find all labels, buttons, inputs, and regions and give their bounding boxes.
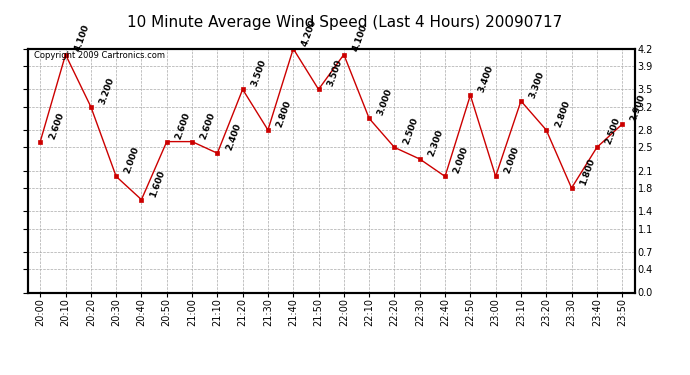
Text: 2.900: 2.900 <box>629 93 647 123</box>
Text: 2.600: 2.600 <box>199 111 217 140</box>
Text: 1.600: 1.600 <box>148 169 166 198</box>
Text: 3.000: 3.000 <box>376 88 394 117</box>
Text: 2.000: 2.000 <box>502 146 521 175</box>
Text: 3.400: 3.400 <box>477 64 495 94</box>
Text: 3.200: 3.200 <box>98 76 116 105</box>
Text: 2.600: 2.600 <box>47 111 66 140</box>
Text: 4.100: 4.100 <box>351 24 369 53</box>
Text: 3.500: 3.500 <box>250 58 268 88</box>
Text: 4.200: 4.200 <box>300 18 318 47</box>
Text: 3.300: 3.300 <box>528 70 546 100</box>
Text: 2.500: 2.500 <box>604 117 622 146</box>
Text: 10 Minute Average Wind Speed (Last 4 Hours) 20090717: 10 Minute Average Wind Speed (Last 4 Hou… <box>128 15 562 30</box>
Text: Copyright 2009 Cartronics.com: Copyright 2009 Cartronics.com <box>34 51 165 60</box>
Text: 2.800: 2.800 <box>553 99 571 129</box>
Text: 1.800: 1.800 <box>578 157 597 187</box>
Text: 3.500: 3.500 <box>326 58 344 88</box>
Text: 2.500: 2.500 <box>402 117 420 146</box>
Text: 4.100: 4.100 <box>72 24 90 53</box>
Text: 2.000: 2.000 <box>452 146 470 175</box>
Text: 2.600: 2.600 <box>174 111 192 140</box>
Text: 2.000: 2.000 <box>123 146 141 175</box>
Text: 2.400: 2.400 <box>224 122 242 152</box>
Text: 2.800: 2.800 <box>275 99 293 129</box>
Text: 2.300: 2.300 <box>426 128 445 158</box>
